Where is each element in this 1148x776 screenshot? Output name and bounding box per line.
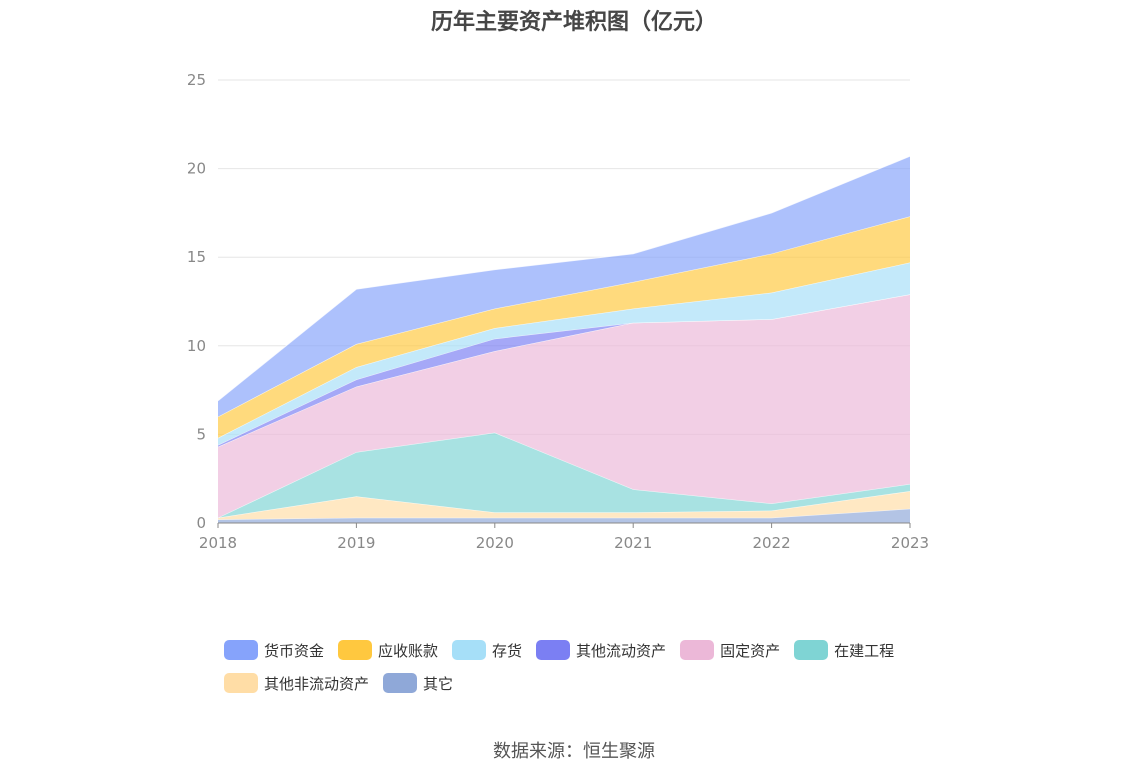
y-tick-label: 20 (187, 160, 206, 178)
legend-label: 固定资产 (720, 641, 781, 660)
legend-label: 存货 (492, 641, 523, 660)
legend-swatch (452, 640, 487, 660)
x-tick-label: 2022 (753, 534, 791, 552)
area-series (217, 155, 911, 523)
area-series-固定资产[interactable] (218, 294, 910, 518)
y-tick-label: 25 (187, 71, 206, 89)
legend-item[interactable]: 存货 (452, 639, 522, 661)
y-tick-label: 5 (196, 425, 206, 443)
area-series-在建工程[interactable] (218, 432, 910, 518)
legend-item[interactable]: 其它 (383, 672, 453, 694)
x-tick-label: 2020 (476, 534, 514, 552)
legend-item[interactable]: 其他流动资产 (536, 639, 666, 661)
legend: 货币资金 应收账款 存货 其他流动资产 固定资产 在建工程其他非流动资产 其它 (224, 639, 944, 705)
legend-label: 货币资金 (264, 641, 325, 660)
chart-title: 历年主要资产堆积图（亿元） (430, 10, 717, 35)
legend-item[interactable]: 其他非流动资产 (224, 672, 369, 694)
area-series-货币资金[interactable] (218, 156, 910, 417)
legend-swatch (536, 640, 571, 660)
legend-swatch (794, 640, 829, 660)
x-tick-label: 2019 (337, 534, 375, 552)
area-series-其他非流动资产[interactable] (218, 491, 910, 520)
legend-label: 应收账款 (378, 641, 439, 660)
y-tick-label: 15 (187, 248, 206, 266)
legend-label: 其它 (423, 674, 454, 693)
area-series-存货[interactable] (218, 262, 910, 446)
y-tick-label: 10 (187, 337, 206, 355)
legend-swatch (224, 673, 258, 693)
legend-label: 在建工程 (834, 641, 895, 660)
legend-swatch (383, 673, 418, 693)
area-series-应收账款[interactable] (218, 216, 910, 438)
legend-label: 其他非流动资产 (264, 674, 370, 693)
area-edge-货币资金 (217, 155, 911, 402)
x-tick-label: 2018 (199, 534, 237, 552)
data-source: 数据来源：恒生聚源 (493, 741, 655, 762)
legend-swatch (338, 640, 373, 660)
legend-label: 其他流动资产 (576, 641, 667, 660)
axes: 0 5 10 15 20 25 2018 2019 2020 2021 2022 2023 (187, 71, 929, 552)
area-series-其它[interactable] (218, 508, 910, 523)
x-tick-label: 2021 (614, 534, 652, 552)
legend-item[interactable]: 应收账款 (338, 639, 438, 661)
legend-item[interactable]: 货币资金 (224, 639, 324, 661)
legend-swatch (680, 640, 715, 660)
y-tick-label: 0 (196, 514, 206, 532)
x-tick-label: 2023 (891, 534, 929, 552)
legend-item[interactable]: 固定资产 (680, 639, 780, 661)
legend-item[interactable]: 在建工程 (794, 639, 894, 661)
legend-swatch (224, 640, 258, 660)
